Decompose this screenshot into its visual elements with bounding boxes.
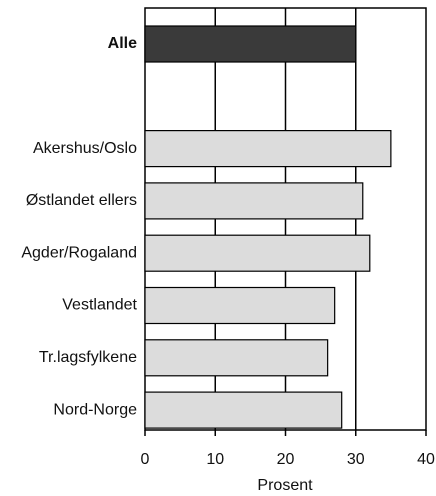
x-tick-label: 0 bbox=[141, 451, 150, 468]
x-axis-label: Prosent bbox=[257, 477, 313, 494]
y-tick-label: Nord-Norge bbox=[53, 401, 137, 418]
y-tick-label: Vestlandet bbox=[62, 297, 137, 314]
x-tick-label: 10 bbox=[206, 451, 224, 468]
bar bbox=[144, 182, 364, 220]
y-tick-label: Alle bbox=[108, 35, 137, 52]
x-tick-label: 40 bbox=[417, 451, 435, 468]
bar bbox=[144, 130, 392, 168]
y-tick-label: Agder/Rogaland bbox=[21, 244, 137, 261]
bar bbox=[144, 234, 371, 272]
y-tick-label: Akershus/Oslo bbox=[33, 140, 137, 157]
x-tick-label: 30 bbox=[347, 451, 365, 468]
y-tick-label: Tr.lagsfylkene bbox=[39, 349, 137, 366]
bar bbox=[144, 339, 329, 377]
bar bbox=[144, 286, 336, 325]
x-tick-label: 20 bbox=[277, 451, 295, 468]
bar bbox=[144, 25, 357, 63]
y-tick-label: Østlandet ellers bbox=[26, 192, 137, 209]
bar bbox=[144, 391, 343, 429]
